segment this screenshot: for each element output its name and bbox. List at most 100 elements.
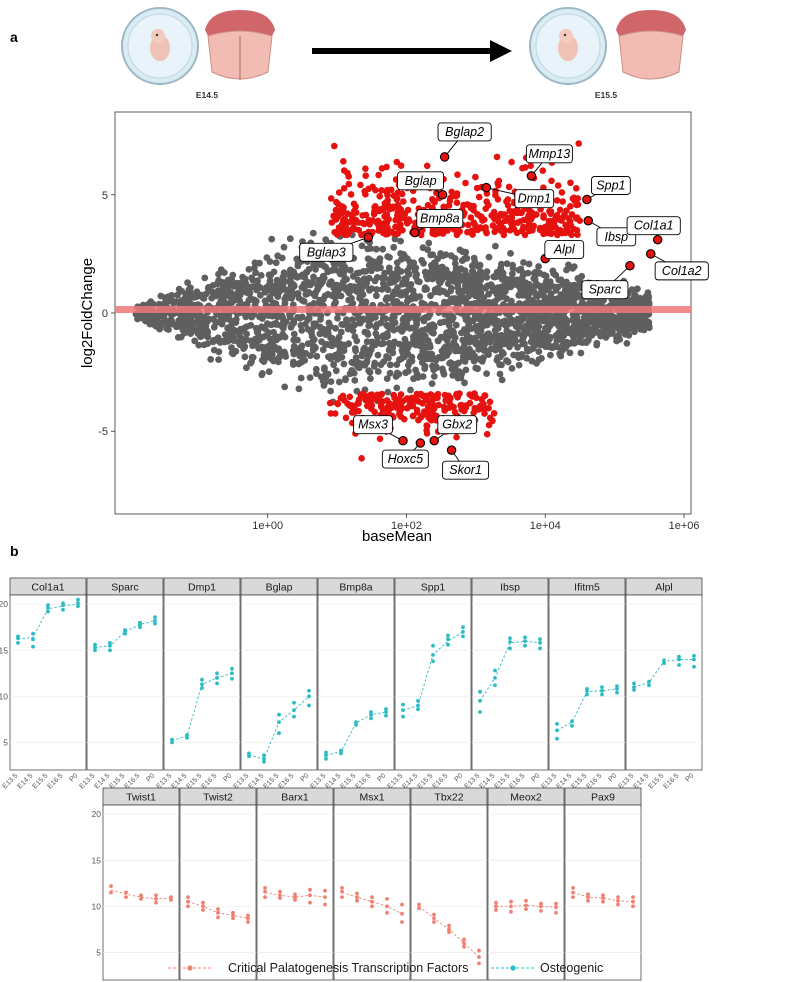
replicate-point (615, 687, 619, 691)
replicate-point (523, 643, 527, 648)
ma-significant-point (377, 206, 384, 213)
ma-significant-point (574, 231, 581, 238)
ma-significant-point (464, 228, 471, 236)
trend-line (110, 889, 172, 900)
ma-point (378, 274, 386, 282)
ma-significant-point (561, 213, 569, 220)
gene-label-box (591, 176, 631, 195)
ma-significant-point (442, 397, 449, 404)
replicate-point (108, 641, 112, 645)
replicate-point (538, 641, 542, 645)
ma-point (327, 323, 334, 330)
replicate-point (124, 895, 128, 899)
embryo-dish-left-icon (121, 7, 199, 85)
ma-point (374, 368, 382, 375)
trend-line (94, 620, 156, 648)
gene-label: Ibsp (604, 230, 628, 244)
ma-point (645, 319, 652, 327)
ma-point (407, 386, 414, 394)
ma-significant-point (445, 202, 453, 209)
ma-point (216, 339, 224, 346)
ma-point (390, 313, 398, 321)
facet-title: Sparc (111, 582, 138, 594)
panel-a-letter: a (10, 29, 18, 45)
ma-significant-point (419, 411, 427, 419)
gene-label: Skor1 (449, 463, 482, 477)
ma-significant-point (404, 220, 411, 227)
ma-significant-point (573, 215, 581, 222)
ma-significant-point (384, 202, 391, 210)
ma-point (405, 270, 413, 278)
replicate-point (601, 899, 605, 904)
ma-significant-point (505, 183, 513, 191)
replicate-point (307, 694, 311, 699)
gene-label-box (442, 460, 490, 480)
ma-point (373, 265, 381, 272)
replicate-point (308, 887, 312, 892)
ma-significant-point (362, 165, 369, 172)
ma-point (235, 287, 243, 295)
replicate-point (61, 607, 65, 612)
ma-significant-point (454, 171, 461, 178)
ma-point (280, 243, 288, 251)
replicate-point (616, 898, 620, 903)
ma-point (386, 345, 394, 352)
ma-significant-point (551, 216, 558, 224)
ma-point (447, 342, 455, 350)
ma-point (284, 294, 291, 302)
ma-significant-point (486, 398, 494, 406)
facet-panel (102, 804, 180, 981)
replicate-point (417, 902, 421, 907)
replicate-point (662, 661, 666, 666)
facet-panel (410, 804, 488, 981)
labeled-gene-point (526, 171, 537, 181)
ma-significant-point (413, 406, 421, 414)
replicate-point (355, 895, 359, 899)
ma-point (278, 254, 286, 262)
ma-point (410, 259, 418, 267)
ma-point (385, 354, 392, 362)
ma-point (343, 317, 351, 325)
ma-point (259, 370, 266, 377)
ma-point (295, 385, 303, 393)
ma-point (347, 266, 354, 274)
replicate-point (462, 941, 466, 946)
zero-fold-change-line (115, 306, 691, 313)
replicate-point (400, 902, 404, 907)
gene-label: Gbx2 (442, 418, 472, 432)
ma-point (390, 243, 398, 251)
replicate-point (431, 659, 435, 664)
ma-point (408, 353, 416, 361)
ma-point (321, 379, 329, 386)
progression-arrow-icon (312, 40, 512, 62)
replicate-point (307, 688, 311, 693)
ma-point (257, 272, 265, 279)
ma-significant-point (482, 224, 489, 231)
replicate-point (431, 653, 435, 657)
replicate-point (355, 898, 359, 903)
replicate-point (308, 900, 312, 905)
ma-point (418, 299, 426, 307)
ma-point (202, 322, 210, 330)
ma-point (546, 322, 554, 330)
gene-label-box (437, 415, 478, 435)
ma-significant-point (376, 193, 384, 200)
ma-point (374, 351, 382, 359)
ma-point (374, 258, 382, 266)
ma-point (448, 316, 456, 324)
ma-significant-point (567, 179, 574, 187)
replicate-point (278, 896, 282, 900)
ma-point (479, 355, 487, 363)
facet-title: Twist2 (203, 792, 233, 804)
ma-point (395, 325, 402, 333)
facet-x-tick-label: P0 (222, 772, 233, 783)
ma-point (535, 348, 543, 355)
replicate-point (616, 902, 620, 907)
ma-point (351, 377, 359, 384)
replicate-point (201, 908, 205, 912)
ma-point (339, 260, 347, 267)
ma-point (557, 352, 565, 360)
ma-point (475, 339, 482, 347)
